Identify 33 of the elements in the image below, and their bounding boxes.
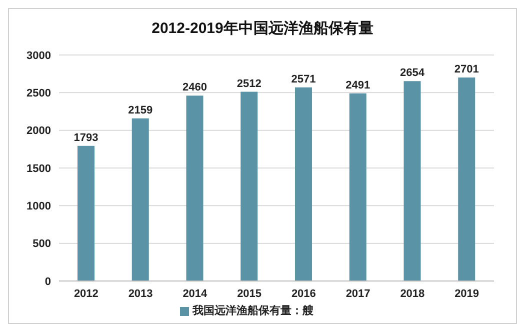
data-label: 2512: [236, 78, 262, 90]
bar: [132, 118, 149, 281]
y-tick-label: 3000: [26, 50, 51, 62]
data-label: 2571: [291, 73, 316, 86]
x-tick-label: 2012: [74, 288, 98, 300]
data-label: 2654: [400, 67, 426, 80]
bar: [77, 146, 94, 281]
data-label: 2491: [346, 79, 370, 92]
y-tick-label: 500: [32, 238, 51, 250]
data-label: 2159: [128, 104, 153, 116]
chart-title: 2012-2019年中国远洋渔船保有量: [150, 19, 374, 39]
data-label: 2460: [182, 82, 207, 94]
x-tick-label: 2014: [182, 288, 208, 300]
bar: [294, 87, 312, 281]
x-tick-label: 2013: [128, 288, 153, 300]
y-tick-label: 2000: [26, 125, 51, 138]
y-tick-label: 2500: [26, 88, 51, 100]
bar: [240, 92, 258, 281]
x-tick-label: 2018: [400, 288, 425, 300]
data-label: 2701: [454, 64, 479, 76]
x-tick-label: 2017: [346, 288, 370, 300]
legend-label: 我国远洋渔船保有量：艘: [192, 305, 314, 317]
y-tick-label: 0: [44, 276, 51, 288]
x-tick-label: 2016: [291, 288, 316, 300]
bar: [349, 93, 366, 281]
y-tick-label: 1500: [26, 162, 51, 175]
bar: [404, 81, 421, 281]
bar: [186, 96, 204, 281]
y-tick-label: 1000: [26, 200, 51, 213]
data-label: 1793: [74, 132, 98, 144]
x-tick-label: 2015: [237, 288, 262, 300]
bar: [458, 78, 476, 281]
x-tick-label: 2019: [454, 288, 480, 300]
